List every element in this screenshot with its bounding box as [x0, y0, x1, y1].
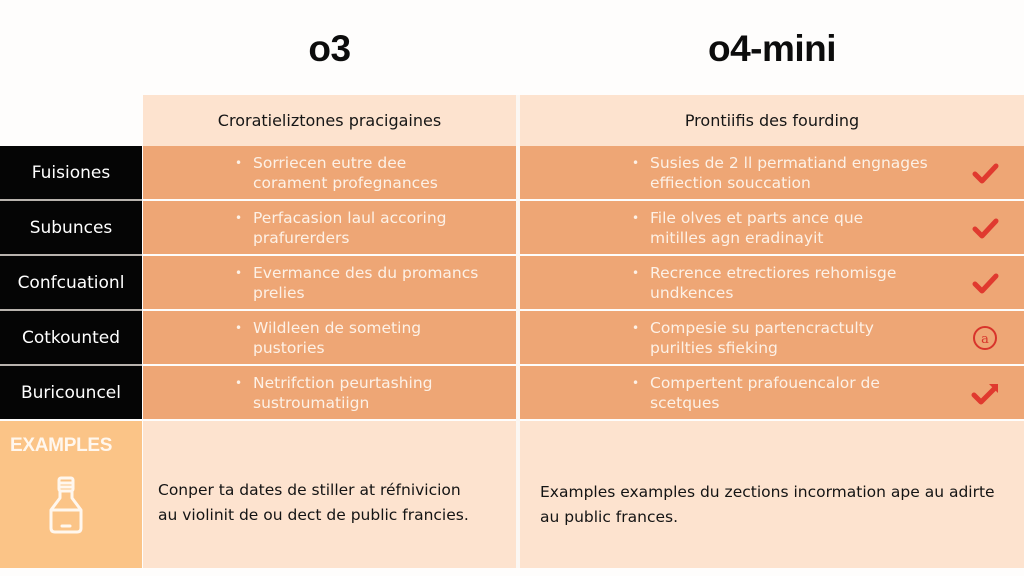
check-icon [970, 268, 1000, 298]
column-title-o4-mini: o4-mini [707, 28, 837, 69]
bullet-icon: • [235, 321, 243, 335]
examples-label-cell: EXAMPLES [0, 421, 142, 568]
cell-text: Recrence etrectiores rehomisge undkences [650, 264, 897, 302]
cell-o4-mini: • Compertent prafouencalor de scetques [520, 366, 1024, 419]
check-icon [970, 158, 1000, 188]
bullet-icon: • [632, 156, 640, 170]
row-divider [0, 254, 142, 256]
bullet-icon: • [632, 321, 640, 335]
bullet-icon: • [632, 266, 640, 280]
column-divider [516, 95, 520, 568]
svg-text:a: a [981, 332, 989, 347]
cell-text: Evermance des du promancs prelies [253, 264, 479, 302]
cell-text: Compertent prafouencalor de scetques [650, 374, 880, 412]
cell-text: Netrifction peurtashing sustroumatiign [253, 374, 433, 412]
cell-o4-mini: • Recrence etrectiores rehomisge undkence… [520, 256, 1024, 309]
bullet-icon: • [632, 376, 640, 390]
examples-cell-o3: Conper ta dates de stiller at réfnivicio… [143, 421, 516, 568]
column-header-o4-mini: Prontiifis des fourding [520, 95, 1024, 146]
cell-text: Perfacasion laul accoring prafurerders [253, 209, 447, 247]
cell-o3: • Sorriecen eutre dee corament profegnanc… [143, 146, 516, 199]
column-title-o3: o3 [308, 28, 351, 69]
examples-text-o3: Conper ta dates de stiller at réfnivicio… [158, 481, 469, 524]
cell-text: Sorriecen eutre dee corament profegnance… [253, 154, 438, 192]
bullet-icon: • [235, 376, 243, 390]
examples-cell-o4-mini: Examples examples du zections incormatio… [520, 421, 1024, 568]
row-label: Subunces [0, 201, 142, 254]
cell-o3: • Wildleen de someting pustories [143, 311, 516, 364]
cell-o3: • Evermance des du promancs prelies [143, 256, 516, 309]
cell-o4-mini: • Compesie su partencractulty purilties s… [520, 311, 1024, 364]
column-header-o3-text: Croratieliztones pracigaines [217, 111, 442, 130]
cell-text: Wildleen de someting pustories [253, 319, 422, 357]
table-row: Confcuationl • Evermance des du promancs … [0, 256, 1024, 311]
bullet-icon: • [632, 211, 640, 225]
column-header-o3: Croratieliztones pracigaines [143, 95, 516, 146]
cell-o3: • Netrifction peurtashing sustroumatiign [143, 366, 516, 419]
bullet-icon: • [235, 266, 243, 280]
row-label: Fuisiones [0, 146, 142, 199]
examples-text-o4-mini: Examples examples du zections incormatio… [540, 483, 995, 526]
table-row: Fuisiones • Sorriecen eutre dee corament … [0, 146, 1024, 201]
table-row: Buricouncel • Netrifction peurtashing sus… [0, 366, 1024, 421]
bullet-icon: • [235, 156, 243, 170]
bullet-icon: • [235, 211, 243, 225]
check-icon [970, 213, 1000, 243]
cell-text: Susies de 2 ll permatiand engnages effie… [650, 154, 928, 192]
row-label: Cotkounted [0, 311, 142, 364]
cell-text: File olves et parts ance que mitilles ag… [650, 209, 864, 247]
examples-title: EXAMPLES [10, 435, 113, 456]
row-label: Buricouncel [0, 366, 142, 419]
cell-o4-mini: • Susies de 2 ll permatiand engnages effi… [520, 146, 1024, 199]
column-header-o4-mini-text: Prontiifis des fourding [684, 111, 860, 130]
cell-o3: • Perfacasion laul accoring prafurerders [143, 201, 516, 254]
circled-a-icon: a [970, 323, 1000, 353]
bottle-icon [49, 476, 83, 534]
row-divider [0, 364, 142, 366]
cell-text: Compesie su partencractulty purilties sf… [650, 319, 874, 357]
row-label: Confcuationl [0, 256, 142, 309]
check-arrow-icon [970, 378, 1000, 408]
table-row: Cotkounted • Wildleen de someting pustori… [0, 311, 1024, 366]
row-divider [0, 309, 142, 311]
cell-o4-mini: • File olves et parts ance que mitilles a… [520, 201, 1024, 254]
table-row: Subunces • Perfacasion laul accoring praf… [0, 201, 1024, 256]
row-divider [0, 199, 142, 201]
